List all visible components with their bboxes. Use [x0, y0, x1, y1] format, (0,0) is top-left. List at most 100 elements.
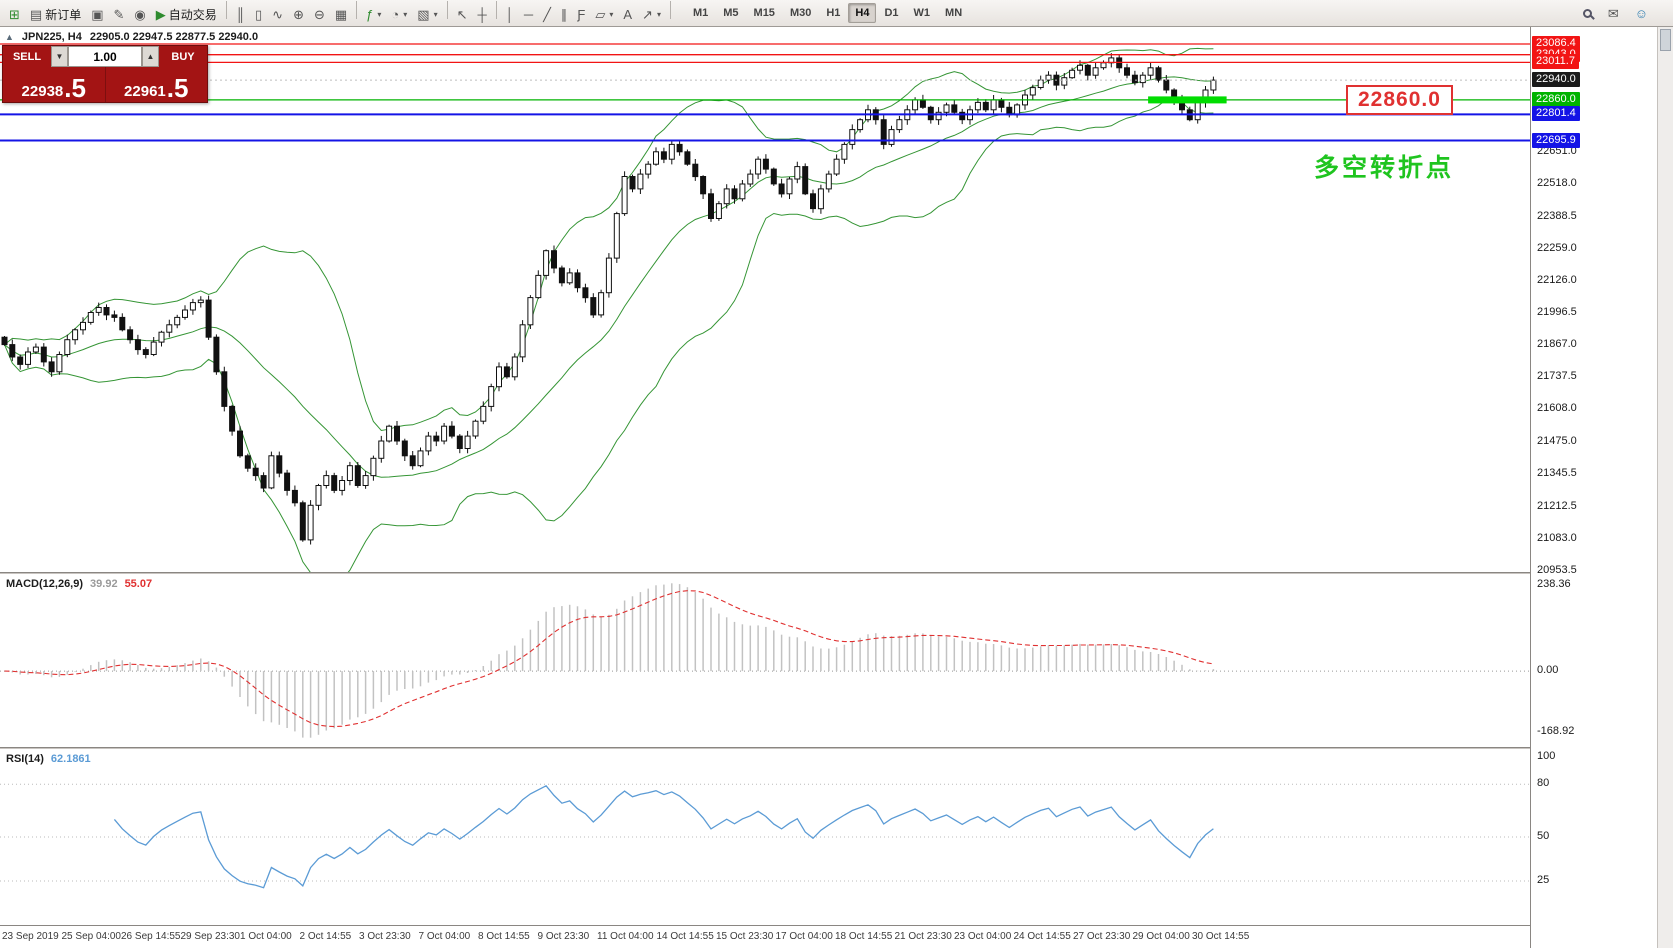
rsi-name: RSI(14): [6, 753, 44, 765]
cursor-button[interactable]: ↖: [452, 5, 473, 24]
time-label: 3 Oct 23:30: [359, 931, 411, 942]
time-label: 25 Sep 04:00: [61, 931, 122, 942]
price-tick: 22259.0: [1537, 241, 1577, 254]
line-chart-button[interactable]: ∿: [267, 5, 288, 24]
one-click-toggle-icon[interactable]: ▲: [5, 32, 14, 42]
fibonacci-button[interactable]: Ƒ: [572, 5, 590, 24]
buy-label[interactable]: BUY: [171, 50, 195, 63]
macd-axis-label: 238.36: [1537, 578, 1571, 590]
sell-button[interactable]: 22938 .5: [3, 67, 106, 102]
periods-button[interactable]: ◔ ▾: [386, 5, 412, 24]
periods-icon: ◔: [391, 6, 400, 22]
time-label: 27 Oct 23:30: [1073, 931, 1131, 942]
price-tick: 22518.0: [1537, 177, 1577, 190]
time-label: 21 Oct 23:30: [894, 931, 952, 942]
chart-window[interactable]: 23 Sep 2019 25 Sep 04:00 26 Sep 14:55 29 Se…: [0, 27, 1530, 948]
indicators-button[interactable]: ƒ ▾: [361, 5, 386, 24]
alerts-icon: ◉: [134, 6, 146, 22]
macd-panel-canvas[interactable]: [0, 574, 1530, 747]
buy-price: 22961: [124, 83, 166, 100]
rsi-panel-canvas[interactable]: [0, 749, 1530, 925]
price-axis[interactable]: 22651.0 22518.0 22388.5 22259.0 22126.0 21996…: [1530, 27, 1657, 948]
crosshair-button[interactable]: ┼: [473, 5, 492, 24]
alerts-button[interactable]: ◉: [129, 5, 150, 24]
caret-down-icon[interactable]: ▾: [403, 9, 408, 19]
new-chart-button[interactable]: ⊞: [4, 5, 25, 24]
panel-separator[interactable]: [0, 747, 1530, 749]
volume-up-button[interactable]: ▲: [142, 46, 159, 67]
horizontal-line-button[interactable]: ─: [519, 5, 538, 24]
price-tick: 22126.0: [1537, 274, 1577, 287]
price-tick: 21345.5: [1537, 467, 1577, 480]
macd-main-value: 39.92: [90, 578, 118, 590]
zoom-out-button[interactable]: ⊖: [309, 5, 330, 24]
annotation-text[interactable]: 多空转折点: [1314, 153, 1455, 182]
scrollbar-thumb[interactable]: [1660, 29, 1671, 51]
chart-profiles-button[interactable]: ▣: [86, 5, 108, 24]
new-order-label: 新订单: [45, 7, 82, 22]
candlestick-chart-button[interactable]: ▯: [250, 5, 267, 24]
candlestick-chart-icon: ▯: [255, 6, 263, 22]
time-label: 23 Sep 2019: [2, 931, 59, 942]
price-tag: 22860.0: [1532, 91, 1580, 107]
timeframe-m30-button[interactable]: M30: [789, 7, 812, 19]
ohlc-values: 22905.0 22947.5 22877.5 22940.0: [89, 31, 259, 43]
metaeditor-button[interactable]: ✎: [109, 5, 130, 24]
equidistant-channel-icon: ∥: [560, 6, 568, 22]
chart-ohlc-line: ▲ JPN225, H4 22905.0 22947.5 22877.5 229…: [5, 31, 258, 43]
zoom-in-icon: ⊕: [293, 6, 304, 22]
caret-down-icon[interactable]: ▾: [609, 9, 614, 19]
time-axis[interactable]: 23 Sep 2019 25 Sep 04:00 26 Sep 14:55 29 Se…: [0, 925, 1530, 948]
shapes-button[interactable]: ▱ ▾: [590, 5, 618, 24]
sell-label[interactable]: SELL: [12, 50, 42, 63]
arrow-objects-button[interactable]: ↗ ▾: [637, 5, 666, 24]
community-button[interactable]: ☺: [1630, 4, 1653, 23]
vertical-scrollbar[interactable]: [1657, 27, 1673, 948]
trendline-button[interactable]: ╱: [538, 5, 556, 24]
timeframe-m15-button[interactable]: M15: [753, 7, 775, 19]
search-button[interactable]: [1578, 6, 1597, 21]
price-tick: 21608.0: [1537, 402, 1577, 415]
equidistant-channel-button[interactable]: ∥: [556, 5, 573, 24]
main-chart-canvas[interactable]: [0, 27, 1530, 572]
arrow-objects-icon: ↗: [642, 6, 653, 22]
buy-button[interactable]: 22961 .5: [106, 67, 208, 102]
bar-chart-button[interactable]: ║: [231, 5, 250, 24]
timeframe-h4-button[interactable]: H4: [848, 3, 877, 23]
panel-separator[interactable]: [0, 572, 1530, 574]
price-callout-box[interactable]: 22860.0: [1346, 84, 1453, 115]
timeframe-m1-button[interactable]: M1: [692, 7, 709, 19]
timeframe-m5-button[interactable]: M5: [723, 7, 739, 19]
volume-input[interactable]: [68, 46, 142, 67]
price-tag: 23011.7: [1532, 54, 1579, 70]
tile-windows-button[interactable]: ▦: [330, 5, 352, 24]
time-label: 17 Oct 04:00: [775, 931, 833, 942]
price-tag: 22940.0: [1532, 72, 1580, 88]
caret-down-icon[interactable]: ▾: [377, 9, 382, 19]
sell-price-fraction: .5: [64, 72, 86, 103]
one-click-trading-panel: SELL ▼ ▲ BUY 22938 .5 22961 .5: [2, 45, 208, 103]
fibonacci-icon: Ƒ: [577, 6, 586, 22]
templates-button[interactable]: ▧ ▾: [412, 5, 442, 24]
zoom-in-button[interactable]: ⊕: [288, 5, 309, 24]
rsi-axis-label: 50: [1537, 830, 1550, 842]
timeframe-h1-button[interactable]: H1: [826, 7, 841, 19]
volume-down-button[interactable]: ▼: [51, 46, 68, 67]
price-tag: 22801.4: [1532, 106, 1580, 122]
timeframe-w1-button[interactable]: W1: [913, 7, 931, 19]
one-click-price-row: 22938 .5 22961 .5: [3, 67, 207, 102]
mail-button[interactable]: ✉: [1603, 4, 1624, 23]
autotrading-button[interactable]: ▶ 自动交易: [151, 3, 222, 26]
crosshair-icon: ┼: [477, 6, 487, 22]
caret-down-icon[interactable]: ▾: [433, 9, 438, 19]
new-order-button[interactable]: ▤ 新订单: [25, 3, 86, 26]
caret-down-icon[interactable]: ▾: [656, 9, 661, 19]
vertical-line-button[interactable]: │: [501, 5, 519, 24]
timeframe-d1-button[interactable]: D1: [884, 7, 899, 19]
timeframe-mn-button[interactable]: MN: [945, 7, 963, 19]
text-label-button[interactable]: A: [618, 5, 637, 24]
toolbar-button-group: ⊞ ▤ 新订单 ▣ ✎ ◉ ▶ 自动交易 ║ ▯ ∿ ⊕ ⊖ ▦ ƒ ▾ ◔ ▾ ▧ ▾ ↖ ┼ │ ─ ╱ ∥ Ƒ ▱ ▾ A ↗ ▾: [4, 0, 675, 26]
mail-icon: ✉: [1607, 5, 1619, 21]
rsi-axis-label: 25: [1537, 874, 1550, 886]
symbol-period-label: JPN225, H4: [21, 31, 82, 43]
